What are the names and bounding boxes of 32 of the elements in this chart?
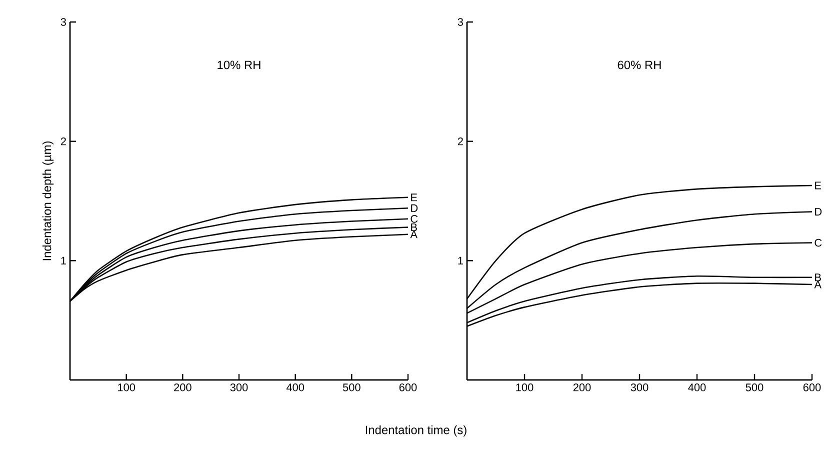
x-tick-label: 600 [803,384,821,392]
series-label: A [410,230,418,238]
text: 60% RH [618,60,661,70]
x-tick-label: 500 [342,384,360,392]
x-tick-label: 500 [746,384,764,392]
series-label: C [410,215,418,223]
x-tick-label: 100 [516,384,534,392]
y-tick-label: 1 [458,256,463,264]
series-label: E [411,194,418,202]
y-axis-title: Indentation depth (µm) [42,141,54,260]
x-tick-label: 300 [230,384,248,392]
x-tick-label: 200 [174,384,192,392]
x-tick-label: 300 [630,384,648,392]
series-label: A [814,280,822,288]
series-label: B [411,223,417,232]
x-tick-label: 200 [573,384,591,392]
series-label: D [411,204,418,212]
x-tick-label: 400 [286,384,304,392]
y-tick-label: 1 [61,256,66,264]
x-tick-label: 600 [399,384,417,392]
y-tick-label: 2 [458,138,463,146]
text: 10% RH [218,60,260,70]
x-axis-title: Indentation time (s) [366,425,466,437]
y-tick-label: 2 [60,138,66,146]
y-tick-label: 3 [60,18,66,26]
series-label: E [815,182,822,190]
series-label: C [814,238,822,247]
x-tick-label: 100 [118,384,136,392]
series-label: D [815,208,822,216]
series-label: B [815,274,821,282]
y-tick-label: 3 [458,18,464,26]
x-tick-label: 400 [688,384,706,392]
